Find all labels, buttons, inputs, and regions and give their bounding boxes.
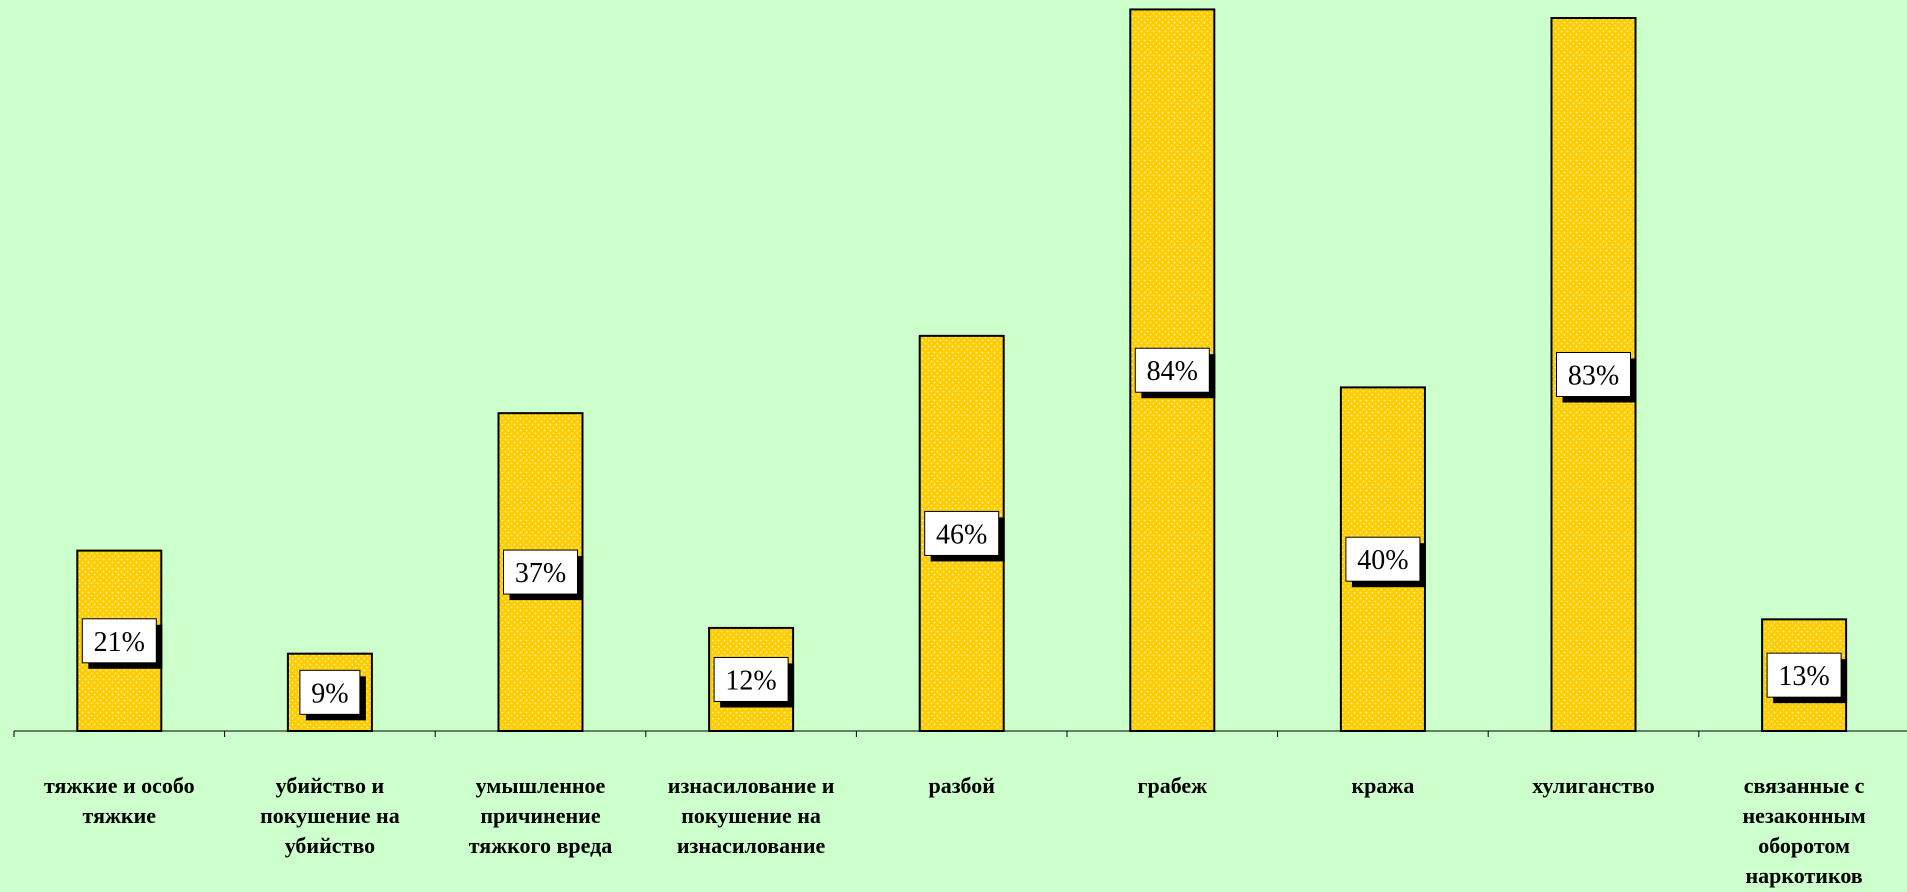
data-label: 84%	[1147, 356, 1198, 387]
category-label: умышленное причинение тяжкого вреда	[469, 773, 612, 858]
data-label-box	[713, 656, 789, 702]
category-label: изнасилование и покушение на изнасилование	[668, 773, 835, 858]
tick-labels-layer: тяжкие и особо тяжкие убийство и покушение …	[44, 773, 1866, 888]
data-label: 13%	[1778, 661, 1829, 692]
data-label: 83%	[1568, 361, 1619, 392]
category-label-line: хулиганство	[1532, 773, 1655, 798]
data-label-box	[1766, 652, 1842, 698]
data-labels-layer: 21% 9% 37% 12% 46% 84% 40% 83% 13%	[81, 347, 1848, 721]
category-label: кража	[1351, 773, 1414, 798]
category-label-line: оборотом	[1758, 833, 1850, 858]
category-label: разбой	[928, 773, 995, 798]
data-label-box	[924, 510, 1000, 556]
category-label-line: умышленное	[476, 773, 606, 798]
category-label-line: тяжкие и особо	[44, 773, 195, 798]
category-label-line: убийство	[285, 833, 375, 858]
data-label-box	[1345, 536, 1421, 582]
category-label-line: связанные с	[1744, 773, 1865, 798]
data-label-box	[503, 549, 578, 595]
data-label-box	[81, 618, 157, 664]
category-label-line: наркотиков	[1745, 863, 1862, 888]
category-label-line: изнасилование и	[668, 773, 835, 798]
data-label-box	[299, 669, 361, 715]
category-label-line: тяжкие	[83, 803, 157, 828]
data-label-box	[1556, 352, 1631, 398]
category-label-line: покушение на	[260, 803, 400, 828]
data-label-box	[1134, 347, 1210, 393]
data-label: 9%	[311, 678, 348, 709]
category-label: тяжкие и особо тяжкие	[44, 773, 195, 828]
x-axis	[13, 730, 1907, 737]
data-label: 21%	[94, 627, 145, 658]
data-label: 40%	[1357, 545, 1408, 576]
category-label: связанные с незаконным оборотом наркотиков	[1743, 773, 1866, 888]
category-label-line: изнасилование	[677, 833, 826, 858]
category-label-line: незаконным	[1743, 803, 1866, 828]
data-label: 46%	[936, 519, 987, 550]
category-label-line: тяжкого вреда	[469, 833, 612, 858]
data-label: 37%	[515, 558, 566, 589]
category-label-line: грабеж	[1137, 773, 1207, 798]
category-label-line: покушение на	[681, 803, 821, 828]
data-label: 12%	[725, 665, 776, 696]
category-label: грабеж	[1137, 773, 1207, 798]
category-label: хулиганство	[1532, 773, 1655, 798]
category-label-line: убийство и	[276, 773, 385, 798]
category-label-line: причинение	[480, 803, 600, 828]
category-label: убийство и покушение на убийство	[260, 773, 400, 858]
category-label-line: кража	[1351, 773, 1414, 798]
category-label-line: разбой	[928, 773, 995, 798]
